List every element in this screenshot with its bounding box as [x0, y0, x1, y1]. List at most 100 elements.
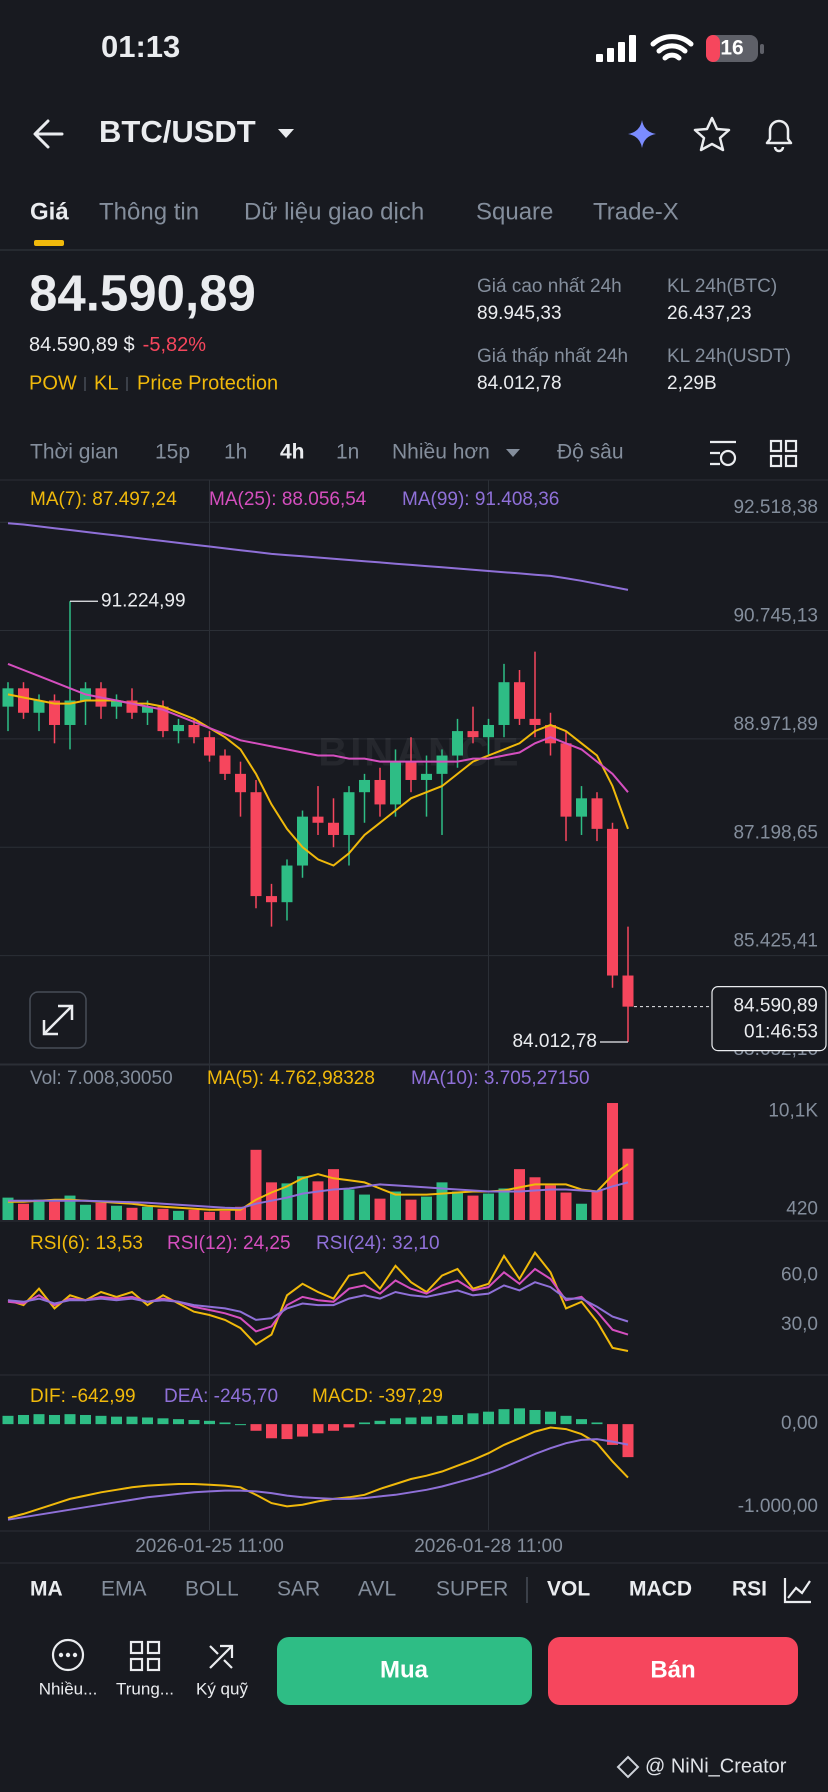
- volume-bar: [607, 1103, 618, 1220]
- volume-bar: [374, 1198, 386, 1220]
- volume-bar: [545, 1185, 556, 1220]
- ai-icon[interactable]: [628, 120, 656, 148]
- candle-body: [235, 773, 246, 793]
- volume-bar: [359, 1194, 370, 1220]
- volume-bar: [219, 1210, 231, 1220]
- tag-protection[interactable]: Price Protection: [137, 372, 278, 394]
- volume-bar: [312, 1181, 324, 1220]
- tab[interactable]: Giá: [30, 198, 69, 225]
- margin-icon[interactable]: [209, 1644, 234, 1669]
- indicator-tab[interactable]: AVL: [358, 1578, 396, 1601]
- macd-bar: [49, 1414, 60, 1425]
- last-price: 84.590,89: [29, 264, 256, 321]
- ma-line: [7, 662, 629, 793]
- indicator-settings-bg: [776, 1570, 828, 1610]
- y-tick-label: 30,0: [781, 1314, 818, 1335]
- timeframe[interactable]: Thời gian: [30, 441, 118, 464]
- more-dots: [58, 1652, 78, 1658]
- tab[interactable]: Trade-X: [593, 198, 679, 225]
- price-change: -5,82%: [143, 334, 207, 356]
- tab[interactable]: Thông tin: [99, 198, 199, 225]
- tag-pow[interactable]: POW: [29, 372, 77, 394]
- layout-icon[interactable]: [769, 439, 798, 468]
- macd-line: [7, 1438, 629, 1521]
- indicator-tab[interactable]: MACD: [629, 1578, 692, 1601]
- back-button[interactable]: [33, 119, 64, 149]
- macd-bar: [250, 1424, 262, 1431]
- timeframe[interactable]: Nhiều hơn: [392, 441, 490, 464]
- volume-bar: [80, 1204, 91, 1220]
- macd-bar: [219, 1422, 231, 1425]
- candle-body: [607, 828, 618, 976]
- timeframe[interactable]: Độ sâu: [557, 441, 624, 464]
- candle-body: [390, 761, 401, 805]
- sell-button[interactable]: [548, 1637, 798, 1705]
- timeframe[interactable]: 4h: [280, 441, 305, 464]
- center-icon[interactable]: [129, 1640, 161, 1672]
- battery-level: [706, 35, 720, 62]
- indicator-tab[interactable]: SAR: [277, 1578, 320, 1601]
- macd-bar: [80, 1414, 91, 1425]
- price-sub: 84.590,89 $ -5,82%: [29, 334, 206, 356]
- macd-line: [7, 1426, 629, 1519]
- indicator-tab[interactable]: SUPER: [436, 1578, 508, 1601]
- volume-bar: [18, 1203, 29, 1220]
- rsi-line: [7, 1267, 629, 1336]
- tab[interactable]: Dữ liệu giao dịch: [244, 198, 424, 225]
- macd-bar: [514, 1408, 525, 1425]
- macd-bar: [343, 1424, 355, 1428]
- indicator-legend: MA(10): 3.705,27150: [411, 1068, 590, 1089]
- volume-bar: [250, 1149, 262, 1220]
- candle-body: [560, 743, 572, 817]
- timeframe[interactable]: 1n: [336, 441, 359, 464]
- volume-bar: [560, 1192, 572, 1220]
- sell-label[interactable]: Bán: [650, 1656, 695, 1683]
- tab-bar: Giá Thông tin Dữ liệu giao dịch Square Trade…: [30, 198, 679, 225]
- indicator-tab[interactable]: MA: [30, 1578, 63, 1601]
- favorite-icon[interactable]: [693, 116, 731, 152]
- more-dropdown[interactable]: [506, 449, 520, 457]
- candle-body: [173, 724, 184, 732]
- macd-bar: [622, 1424, 634, 1458]
- action-label[interactable]: Ký quỹ: [196, 1679, 248, 1698]
- timeframe[interactable]: 15p: [155, 441, 190, 464]
- timeframe[interactable]: 1h: [224, 441, 247, 464]
- stat-label: Giá cao nhất 24h: [477, 276, 622, 297]
- volume-bar: [591, 1190, 603, 1220]
- creator-watermark: @ NiNi_Creator: [645, 1755, 787, 1777]
- indicator-tab[interactable]: RSI: [732, 1578, 767, 1601]
- expand-icon: [42, 1004, 74, 1036]
- macd-bar: [204, 1420, 215, 1425]
- tab[interactable]: Square: [476, 198, 553, 225]
- volume-bar: [467, 1195, 479, 1220]
- chart-settings-icon[interactable]: [710, 440, 737, 467]
- indicator-legend: MA(25): 88.056,54: [209, 489, 367, 510]
- indicator-tab[interactable]: EMA: [101, 1578, 147, 1601]
- y-tick-label: 88.971,89: [733, 714, 818, 735]
- macd-bar: [157, 1418, 169, 1425]
- buy-button[interactable]: [277, 1637, 532, 1705]
- more-icon[interactable]: [51, 1638, 85, 1672]
- candle-body: [111, 700, 122, 707]
- action-label[interactable]: Nhiều...: [39, 1679, 98, 1698]
- volume-bar: [188, 1209, 200, 1220]
- indicator-tab[interactable]: VOL: [547, 1578, 590, 1601]
- volume-bar: [235, 1206, 246, 1220]
- pair-title[interactable]: BTC/USDT: [99, 114, 256, 149]
- tag-kl[interactable]: KL: [94, 372, 118, 394]
- candle-body: [281, 865, 293, 903]
- y-tick-label: 85.425,41: [733, 931, 818, 952]
- indicator-tab[interactable]: BOLL: [185, 1578, 239, 1601]
- indicator-settings-icon[interactable]: [783, 1578, 811, 1604]
- pair-dropdown[interactable]: [278, 129, 294, 138]
- macd-bar: [529, 1410, 541, 1425]
- action-label[interactable]: Trung...: [116, 1679, 174, 1698]
- macd-bar: [545, 1411, 556, 1425]
- volume-bar: [49, 1201, 60, 1220]
- volume-bar: [421, 1196, 432, 1220]
- buy-label[interactable]: Mua: [380, 1656, 429, 1683]
- chart-watermark: BINANCE: [318, 731, 521, 775]
- candle-countdown: 01:46:53: [744, 1022, 818, 1043]
- alert-icon[interactable]: [765, 119, 793, 153]
